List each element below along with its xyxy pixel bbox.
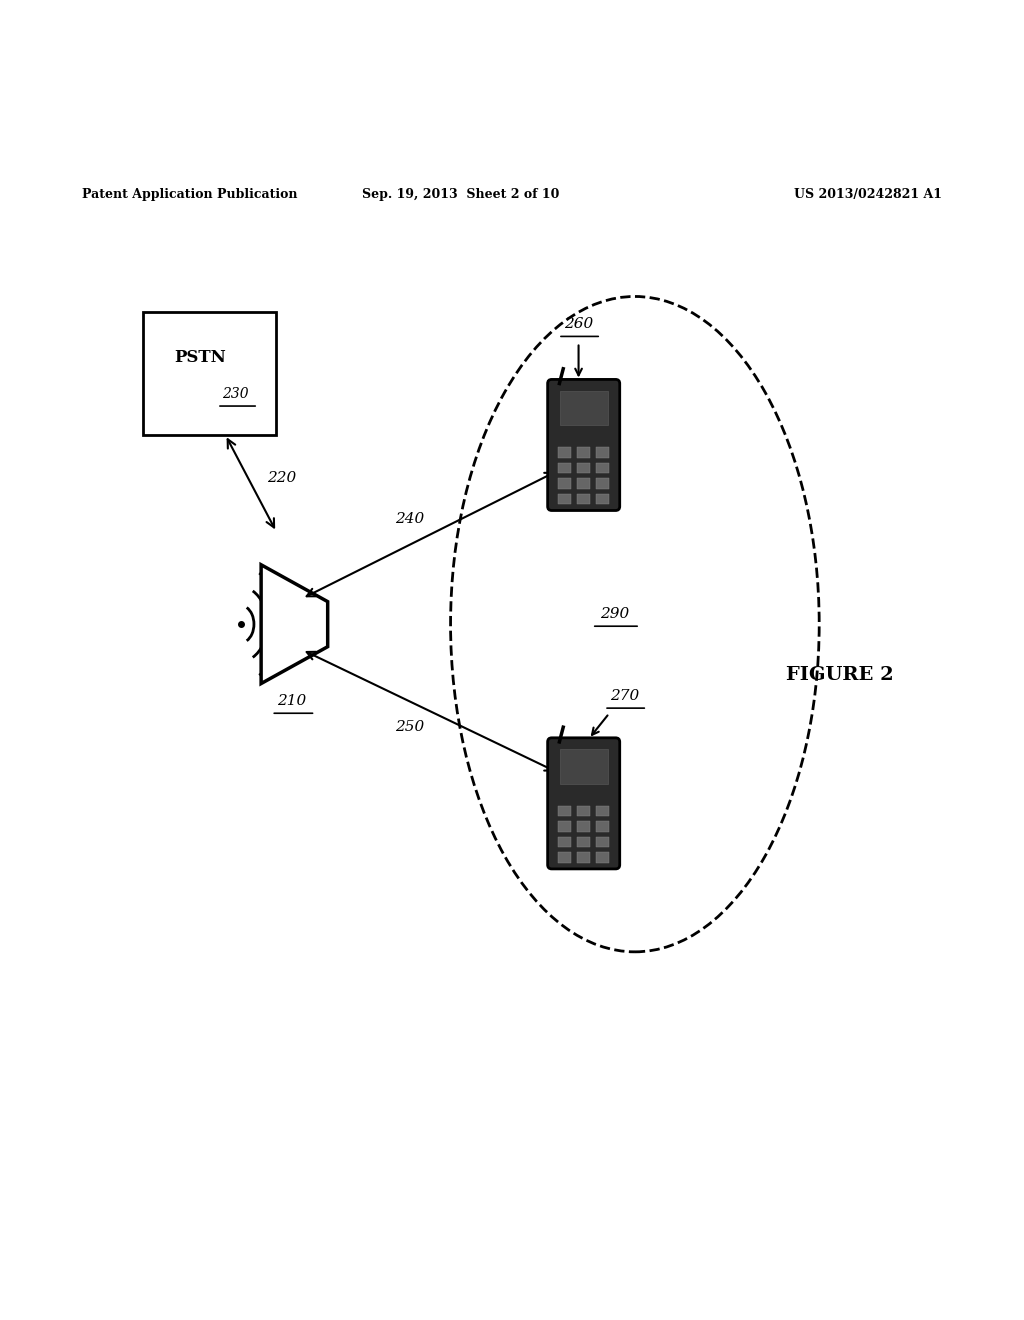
FancyBboxPatch shape [596,837,609,847]
FancyBboxPatch shape [558,853,571,863]
Text: PSTN: PSTN [174,350,225,367]
FancyBboxPatch shape [548,738,620,869]
FancyBboxPatch shape [596,805,609,816]
FancyBboxPatch shape [596,494,609,504]
Text: 270: 270 [610,689,639,702]
FancyBboxPatch shape [578,805,590,816]
FancyBboxPatch shape [558,805,571,816]
FancyBboxPatch shape [558,447,571,458]
Text: 230: 230 [222,387,249,401]
FancyBboxPatch shape [560,391,607,425]
Text: 240: 240 [395,512,424,527]
Text: US 2013/0242821 A1: US 2013/0242821 A1 [794,187,942,201]
FancyBboxPatch shape [578,821,590,832]
FancyBboxPatch shape [558,463,571,473]
FancyBboxPatch shape [596,447,609,458]
FancyBboxPatch shape [558,837,571,847]
Text: 290: 290 [600,607,629,620]
FancyBboxPatch shape [548,379,620,511]
Text: 250: 250 [395,719,424,734]
FancyBboxPatch shape [578,494,590,504]
FancyBboxPatch shape [558,494,571,504]
FancyBboxPatch shape [596,821,609,832]
FancyBboxPatch shape [596,853,609,863]
FancyBboxPatch shape [578,478,590,488]
FancyBboxPatch shape [578,463,590,473]
Text: Patent Application Publication: Patent Application Publication [82,187,297,201]
FancyBboxPatch shape [578,837,590,847]
Text: 260: 260 [564,317,593,331]
Text: 210: 210 [278,694,306,708]
FancyBboxPatch shape [558,478,571,488]
Text: FIGURE 2: FIGURE 2 [785,667,894,684]
FancyBboxPatch shape [596,463,609,473]
FancyBboxPatch shape [560,750,607,784]
FancyBboxPatch shape [558,821,571,832]
FancyBboxPatch shape [578,853,590,863]
FancyBboxPatch shape [578,447,590,458]
Polygon shape [261,565,328,684]
Text: 220: 220 [267,471,296,486]
FancyBboxPatch shape [143,312,276,434]
FancyBboxPatch shape [596,478,609,488]
Text: Sep. 19, 2013  Sheet 2 of 10: Sep. 19, 2013 Sheet 2 of 10 [362,187,559,201]
